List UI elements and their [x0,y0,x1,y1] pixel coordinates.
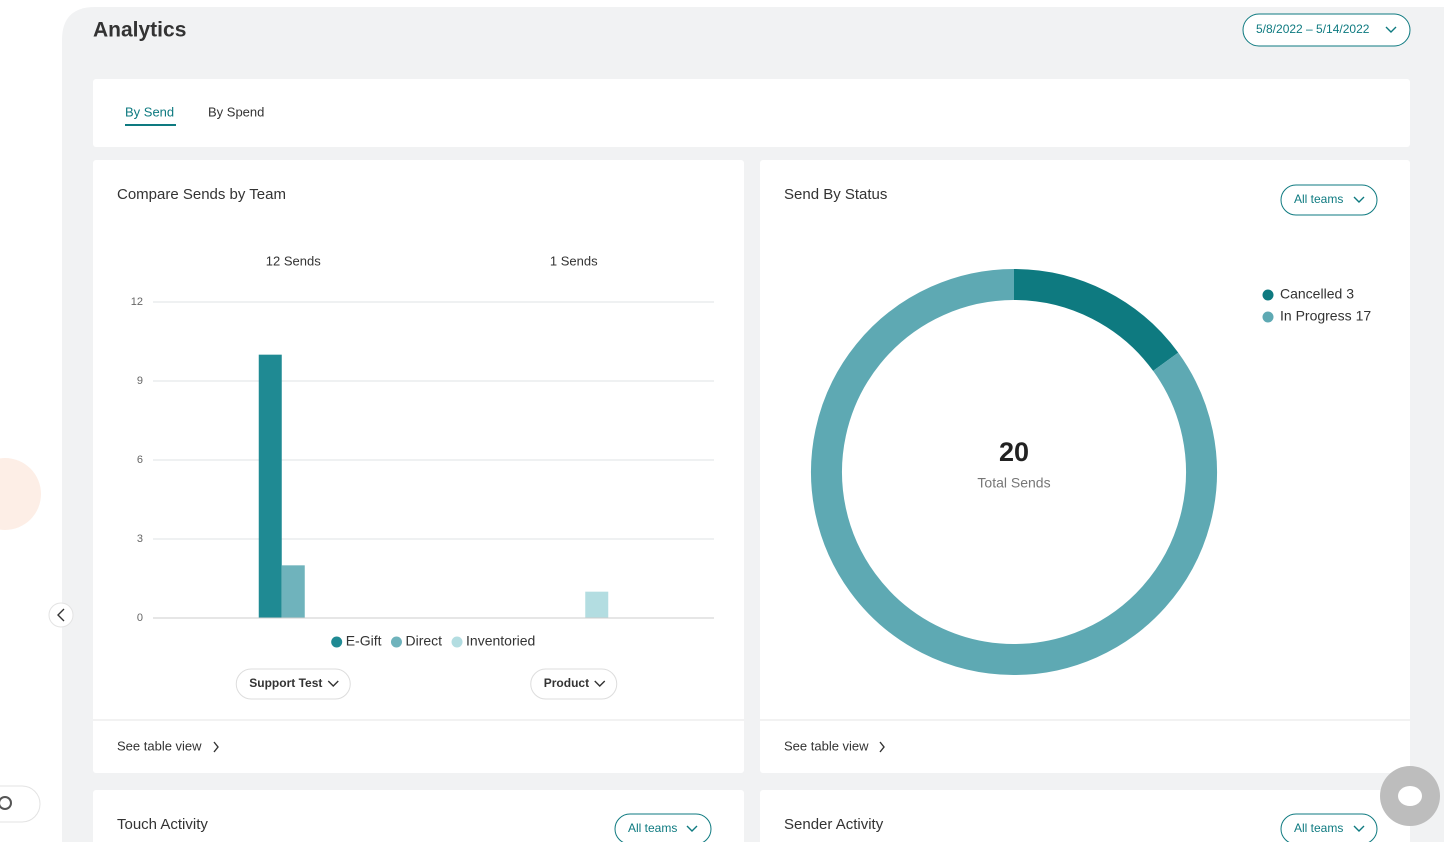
donut-slice [1013,269,1179,372]
legend-label: Direct [405,633,442,649]
chat-icon [1398,786,1422,806]
collapse-icon [57,608,65,622]
chevron [327,680,339,687]
y-tick-label: 9 [137,375,143,387]
legend-label: In Progress [1280,308,1352,324]
legend: E-Gift Direct Inventoried [331,633,535,649]
filter-label: All teams [1294,821,1343,835]
legend-item: E-Gift [331,633,382,649]
card [760,160,1410,773]
y-tick-label: 0 [137,612,143,624]
chevron [1385,26,1397,33]
y-tick-label: 3 [137,533,143,545]
team-filter[interactable] [1280,813,1378,842]
team-dropdown[interactable] [235,668,351,700]
chevron [686,825,698,832]
card [760,790,1410,842]
date-range: 5/8/2022 – 5/14/2022 [1256,22,1370,36]
legend-swatch [1262,289,1274,301]
donut-slice [811,269,1217,675]
legend-swatch [390,636,402,648]
collapse-button[interactable] [48,602,74,628]
table-link[interactable]: See table view [784,738,869,753]
bar [585,591,609,618]
settings-icon [0,796,12,810]
card-title: Send By Status [784,186,887,203]
legend-value: 3 [1346,286,1354,302]
filter-label: All teams [628,821,677,835]
card [93,790,744,842]
group-label: 12 Sends [266,253,321,268]
group-label: 1 Sends [550,253,598,268]
card-title: Sender Activity [784,816,884,833]
settings-button[interactable] [0,785,41,823]
chevron [879,741,885,753]
legend-swatch [451,636,463,648]
total-value: 20 [999,437,1029,467]
bar [281,565,305,618]
team-filter[interactable] [1280,184,1378,216]
team-label: Support Test [249,676,322,690]
legend-swatch [1262,311,1274,323]
legend-item: Direct [390,633,442,649]
y-tick-label: 12 [131,296,143,308]
table-link[interactable]: See table view [117,738,202,753]
page-title: Analytics [93,19,186,42]
team-label: Product [544,676,589,690]
card [93,160,744,773]
legend-label: E-Gift [346,633,382,649]
chevron [1353,196,1365,203]
total-label: Total Sends [977,475,1050,491]
legend-label: Inventoried [466,633,535,649]
tabs-card [93,79,1410,147]
date-picker[interactable] [1242,13,1411,47]
tab[interactable]: By Spend [208,104,264,119]
chevron [1353,825,1365,832]
legend-swatch [331,636,343,648]
tab[interactable]: By Send [125,104,174,119]
team-dropdown[interactable] [530,668,618,700]
y-tick-label: 6 [137,454,143,466]
bar [258,354,282,618]
decoration [0,458,41,530]
chevron [213,741,219,753]
legend-label: Cancelled [1280,286,1342,302]
legend-value: 17 [1356,308,1372,324]
legend-item: Inventoried [451,633,535,649]
tab-underline [125,124,176,126]
filter-label: All teams [1294,192,1343,206]
team-filter[interactable] [614,813,712,842]
card-title: Touch Activity [117,816,208,833]
chevron [594,680,606,687]
card-title: Compare Sends by Team [117,186,286,203]
